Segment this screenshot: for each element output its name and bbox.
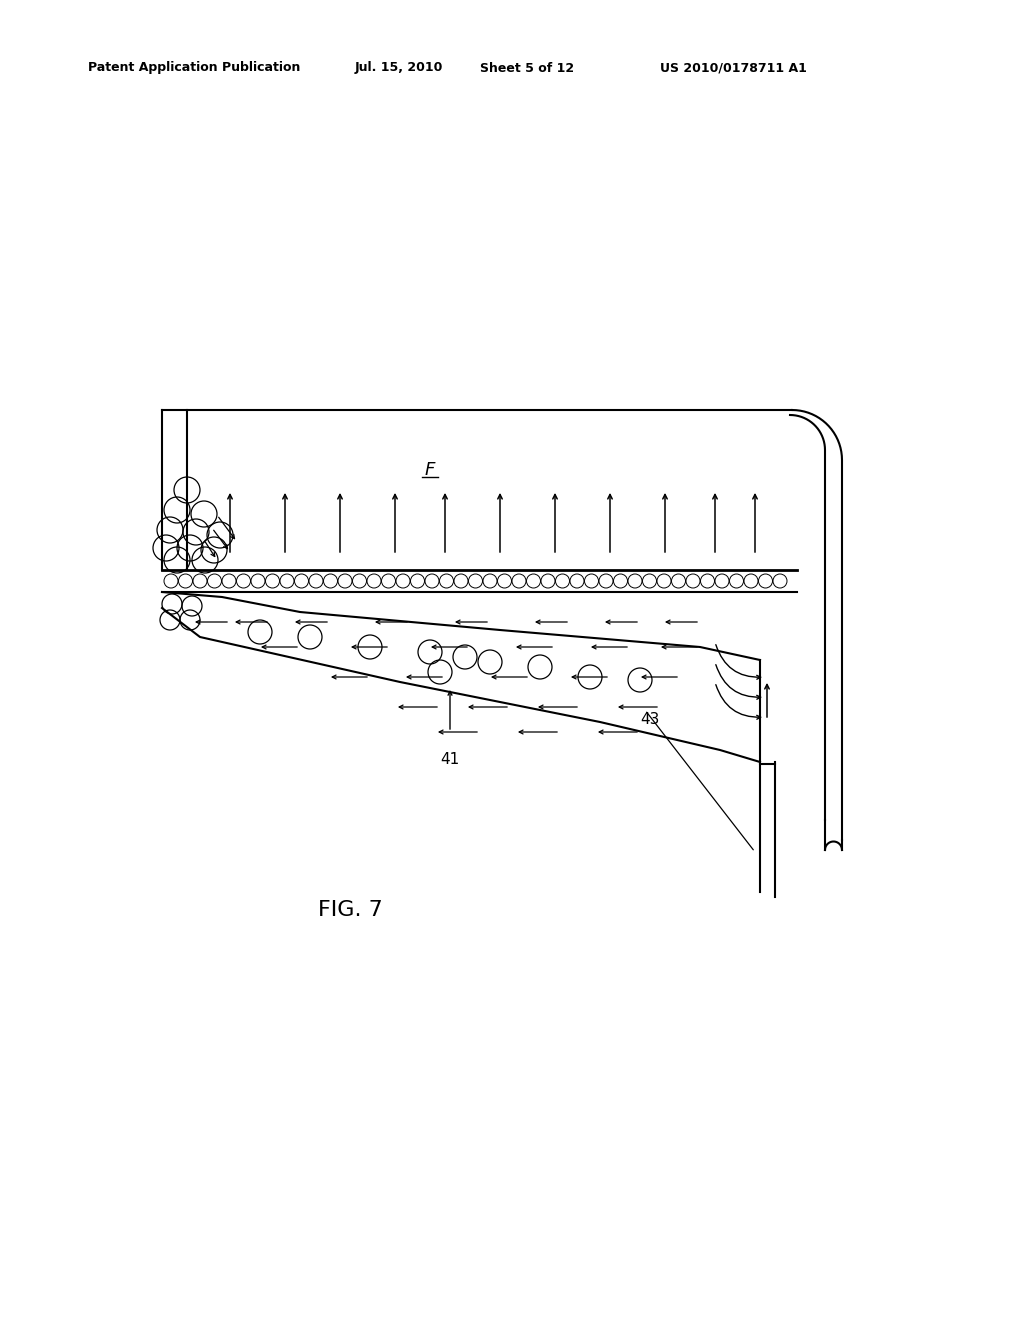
Text: 43: 43 bbox=[640, 713, 659, 727]
Text: 41: 41 bbox=[440, 752, 460, 767]
Text: US 2010/0178711 A1: US 2010/0178711 A1 bbox=[660, 62, 807, 74]
Text: FIG. 7: FIG. 7 bbox=[317, 900, 382, 920]
Text: Patent Application Publication: Patent Application Publication bbox=[88, 62, 300, 74]
Text: Jul. 15, 2010: Jul. 15, 2010 bbox=[355, 62, 443, 74]
Text: F: F bbox=[425, 461, 435, 479]
Text: Sheet 5 of 12: Sheet 5 of 12 bbox=[480, 62, 574, 74]
